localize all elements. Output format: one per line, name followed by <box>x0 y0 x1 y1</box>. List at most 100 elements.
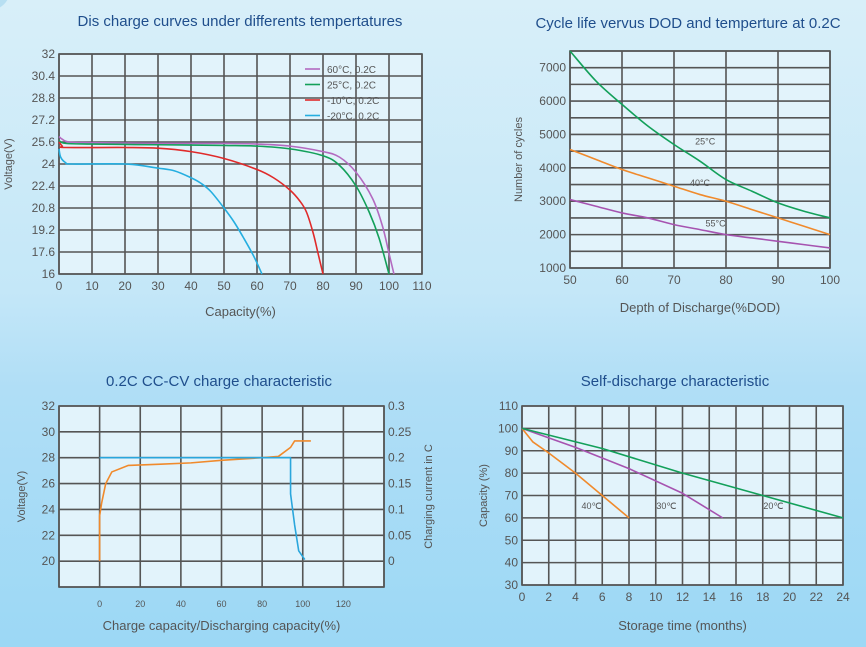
x-tick-label: 100 <box>820 273 840 287</box>
x-tick-label: 22 <box>810 590 824 604</box>
x-tick-label: 10 <box>85 279 99 293</box>
chart-discharge: Dis charge curves under differents tempe… <box>3 13 432 319</box>
y-tick-label: 22 <box>42 528 56 542</box>
x-axis-label: Storage time (months) <box>618 618 747 633</box>
chart-cc-cv: 0.2C CC-CV charge characteristic 0 20 40 60 8… <box>16 373 435 633</box>
y-tick-label: 4000 <box>539 161 566 175</box>
x-tick-label: 0 <box>97 599 102 609</box>
series-label: 20℃ <box>763 501 783 511</box>
y-tick-label: 19.2 <box>32 223 56 237</box>
y-tick-label: 24 <box>42 157 56 171</box>
series-line-orange <box>98 440 311 562</box>
y2-tick-label: 0.3 <box>388 399 405 413</box>
y-tick-label: 27.2 <box>32 113 56 127</box>
series-line-blue <box>99 456 306 561</box>
x-tick-label: 14 <box>703 590 717 604</box>
x-tick-label: 30 <box>151 279 165 293</box>
series-line-purple <box>521 427 724 519</box>
y2-axis-label: Charging current in C <box>423 444 435 549</box>
x-tick-label: 50 <box>217 279 231 293</box>
y-axis-label: Capacity (%) <box>478 464 490 527</box>
y-tick-label: 28 <box>42 451 56 465</box>
x-tick-label: 40 <box>184 279 198 293</box>
x-tick-label: 8 <box>626 590 633 604</box>
series-line-orange <box>521 427 630 519</box>
y-tick-label: 6000 <box>539 94 566 108</box>
x-tick-label: 60 <box>250 279 264 293</box>
chart-title: Cycle life vervus DOD and temperture at … <box>535 15 840 32</box>
x-tick-label: 16 <box>729 590 743 604</box>
series-label: 25°C <box>695 136 716 146</box>
y-tick-label: 17.6 <box>32 245 56 259</box>
series-label: 30℃ <box>656 501 676 511</box>
x-tick-label: 110 <box>412 279 431 293</box>
y-tick-label: 60 <box>505 511 519 525</box>
y-tick-label: 22.4 <box>32 179 56 193</box>
legend-entry: 25°C, 0.2C <box>327 81 376 92</box>
chart-title: Dis charge curves under differents tempe… <box>78 13 403 30</box>
plot-frame <box>521 405 844 586</box>
x-tick-label: 80 <box>719 273 733 287</box>
y-tick-label: 20 <box>42 554 56 568</box>
series-line-orange <box>569 148 831 236</box>
series-line-purple <box>569 198 831 249</box>
series-line-green <box>521 427 844 519</box>
legend-entry: 60°C, 0.2C <box>327 65 376 76</box>
x-tick-label: 80 <box>316 279 330 293</box>
x-tick-label: 24 <box>836 590 850 604</box>
x-tick-label: 90 <box>349 279 363 293</box>
chart-title: Self-discharge characteristic <box>581 373 770 390</box>
legend-entry: -10°C, 0.2C <box>327 96 379 107</box>
y2-tick-label: 0.15 <box>388 477 412 491</box>
y-tick-label: 25.6 <box>32 135 56 149</box>
x-tick-label: 6 <box>599 590 606 604</box>
x-tick-label: 18 <box>756 590 770 604</box>
plot-frame <box>569 50 831 269</box>
x-axis-label: Charge capacity/Discharging capacity(%) <box>103 618 341 633</box>
series-label: 40℃ <box>581 501 601 511</box>
x-tick-label: 90 <box>771 273 785 287</box>
legend: 60°C, 0.2C 25°C, 0.2C -10°C, 0.2C -20°C, 0.… <box>305 65 379 123</box>
x-tick-label: 0 <box>519 590 526 604</box>
y-axis-label: Voltage(V) <box>16 471 28 522</box>
x-tick-label: 12 <box>676 590 690 604</box>
y2-tick-label: 0.1 <box>388 502 405 516</box>
y-tick-label: 2000 <box>539 228 566 242</box>
y2-tick-label: 0.2 <box>388 451 405 465</box>
y-tick-label: 3000 <box>539 194 566 208</box>
y2-tick-label: 0.25 <box>388 425 412 439</box>
chart-title: 0.2C CC-CV charge characteristic <box>106 373 332 390</box>
x-tick-label: 2 <box>545 590 552 604</box>
y-tick-label: 28.8 <box>32 91 56 105</box>
x-axis-label: Depth of Discharge(%DOD) <box>620 300 780 315</box>
y-tick-label: 30 <box>505 578 519 592</box>
y-tick-label: 100 <box>498 421 518 435</box>
series-line-c25 <box>569 50 831 219</box>
y-tick-label: 24 <box>42 502 56 516</box>
y2-tick-label: 0.05 <box>388 528 412 542</box>
x-tick-label: 70 <box>283 279 297 293</box>
plot-area <box>570 51 830 268</box>
y-tick-label: 50 <box>505 533 519 547</box>
plot-frame <box>58 53 423 275</box>
series-label: 40°C <box>690 178 711 188</box>
x-tick-label: 0 <box>56 279 63 293</box>
x-tick-label: 20 <box>783 590 797 604</box>
x-tick-label: 60 <box>615 273 629 287</box>
y-tick-label: 26 <box>42 477 56 491</box>
y-tick-label: 32 <box>42 399 56 413</box>
x-tick-label: 40 <box>176 599 186 609</box>
y-axis-label: Voltage(V) <box>3 138 15 189</box>
y-tick-label: 90 <box>505 444 519 458</box>
series-label: 55°C <box>706 218 727 228</box>
x-tick-label: 70 <box>667 273 681 287</box>
y-tick-label: 80 <box>505 466 519 480</box>
plot-frame <box>58 405 385 588</box>
y-tick-label: 7000 <box>539 61 566 75</box>
series-line-c25 <box>58 139 390 275</box>
y2-tick-label: 0 <box>388 554 395 568</box>
x-tick-label: 80 <box>257 599 267 609</box>
legend-entry: -20°C, 0.2C <box>327 112 379 123</box>
